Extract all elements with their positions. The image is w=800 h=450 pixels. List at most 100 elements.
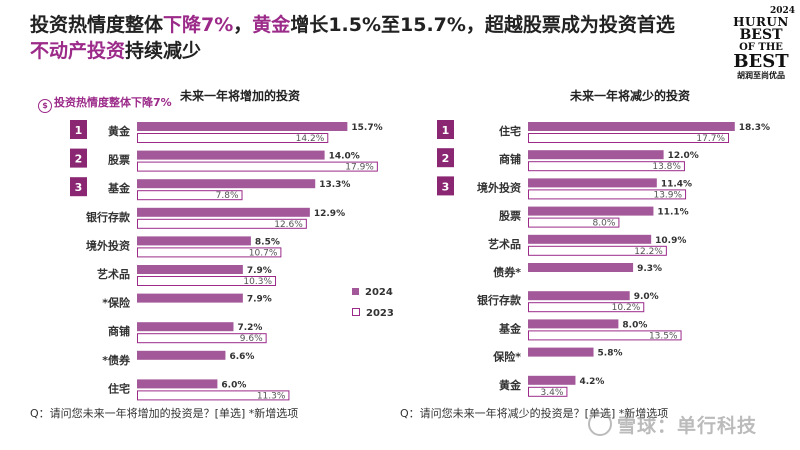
logo-cn: 胡润至尚优品 — [737, 71, 785, 80]
increase-value-2024: 12.9% — [314, 209, 345, 219]
watermark: 雪球：单行科技 — [588, 411, 757, 438]
increase-rank-badge — [70, 148, 87, 168]
decrease-value-2024: 8.0% — [622, 320, 647, 330]
increase-value-2024: 7.2% — [237, 323, 262, 333]
increase-value-2023: 10.3% — [243, 277, 272, 287]
logo-line1: HURUN — [733, 15, 789, 29]
increase-value-2024: 13.3% — [319, 180, 350, 190]
increase-category-label: 住宅 — [108, 381, 130, 395]
increase-bar-2023 — [137, 276, 277, 286]
legend-2023: 2023 — [352, 308, 394, 319]
logo-line2: BEST — [739, 27, 783, 43]
decrease-value-2023: 13.8% — [652, 162, 681, 172]
decrease-bar-2023 — [528, 217, 620, 228]
decrease-bar-2023 — [528, 189, 687, 200]
legend-2023-label: 2023 — [366, 308, 394, 319]
decrease-bar-2024 — [528, 150, 664, 160]
decrease-category-label: 境外投资 — [477, 180, 521, 194]
increase-rank-number: 3 — [75, 181, 83, 194]
decrease-chart-title: 未来一年将减少的投资 — [569, 88, 690, 103]
increase-bar-2024 — [137, 379, 218, 389]
decrease-bar-2024 — [528, 206, 654, 216]
decrease-bar-2023 — [528, 133, 730, 143]
increase-category-label: 股票 — [108, 154, 130, 167]
increase-rank-badge — [70, 177, 87, 197]
decrease-category-label: 银行存款 — [477, 293, 522, 307]
increase-value-2024: 6.0% — [221, 380, 246, 390]
increase-category-label: 商铺 — [108, 324, 130, 338]
headline-part1: 投资热情度整体 — [30, 14, 164, 36]
decrease-value-2024: 5.8% — [598, 349, 623, 359]
legend-2023-swatch — [352, 308, 360, 316]
increase-value-2023: 17.9% — [345, 163, 374, 173]
increase-value-2024: 6.6% — [229, 352, 254, 362]
decrease-rank-number: 1 — [442, 124, 450, 137]
decrease-bar-2024 — [528, 319, 619, 329]
headline-part3: ， — [233, 14, 253, 36]
logo-line4: BEST — [733, 51, 789, 72]
decrease-bar-2023 — [528, 386, 568, 397]
decrease-value-2024: 9.3% — [637, 264, 662, 274]
increase-bar-2024 — [137, 322, 234, 332]
decrease-value-2023: 8.0% — [593, 219, 616, 229]
snowball-logo-icon — [588, 412, 612, 436]
legend-2024: 2024 — [352, 287, 393, 298]
decrease-bar-2024 — [528, 178, 657, 188]
footer-left: Q：请问您未来一年将增加的投资是？[单选] *新增选项 — [30, 407, 299, 420]
decrease-value-2024: 10.9% — [655, 236, 686, 246]
increase-value-2024: 7.9% — [247, 295, 272, 305]
decrease-rank-badge — [437, 176, 454, 196]
increase-category-label: *债券 — [102, 353, 131, 367]
decrease-value-2024: 9.0% — [634, 292, 659, 302]
decrease-value-2023: 12.2% — [634, 247, 663, 257]
decrease-bar-2023 — [528, 330, 682, 341]
headline-part4: 黄金 — [252, 14, 291, 36]
increase-value-2024: 7.9% — [247, 266, 272, 276]
increase-bar-2024 — [137, 350, 226, 360]
increase-bar-2024 — [137, 265, 243, 274]
decrease-value-2023: 13.9% — [653, 190, 682, 200]
decrease-category-label: 商铺 — [499, 152, 521, 166]
subtitle-text: 投资热情度整体下降7% — [54, 96, 172, 109]
headline-part2: 下降7% — [163, 14, 234, 36]
decrease-value-2024: 11.4% — [661, 179, 692, 189]
increase-bar-2024 — [137, 150, 325, 160]
increase-value-2024: 15.7% — [351, 123, 382, 133]
decrease-category-label: 股票 — [499, 210, 521, 223]
increase-value-2023: 11.3% — [257, 391, 286, 401]
increase-rank-number: 2 — [75, 153, 83, 166]
increase-category-label: 银行存款 — [86, 210, 131, 224]
decrease-category-label: 黄金 — [499, 378, 522, 392]
increase-bar-2024 — [137, 207, 310, 217]
increase-bar-2024 — [137, 179, 316, 189]
decrease-category-label: 住宅 — [499, 124, 521, 138]
decrease-value-2023: 13.5% — [649, 331, 678, 341]
increase-value-2023: 10.7% — [249, 248, 278, 258]
increase-bar-2023 — [137, 133, 329, 143]
increase-bar-2024 — [137, 293, 243, 303]
legend-2024-label: 2024 — [365, 287, 393, 298]
decrease-bar-2024 — [528, 263, 634, 272]
decrease-bar-2024 — [528, 291, 630, 301]
increase-category-label: 艺术品 — [97, 267, 130, 281]
increase-bar-2023 — [137, 333, 267, 344]
decrease-rank-number: 3 — [442, 180, 450, 193]
headline-part7: 持续减少 — [125, 40, 202, 62]
increase-bar-2024 — [137, 236, 251, 246]
decrease-value-2024: 4.2% — [579, 377, 604, 387]
increase-value-2023: 12.6% — [274, 220, 303, 230]
increase-rank-badge — [70, 120, 87, 139]
decrease-value-2023: 3.4% — [541, 388, 564, 398]
legend-2024-swatch — [352, 288, 359, 295]
decrease-value-2023: 10.2% — [612, 303, 641, 313]
decrease-rank-badge — [437, 148, 454, 168]
increase-bar-2023 — [137, 161, 378, 172]
increase-category-label: 境外投资 — [86, 238, 130, 252]
hurun-logo: 2024 HURUN BEST OF THE BEST 胡润至尚优品 — [727, 6, 795, 80]
increase-value-2023: 14.2% — [296, 134, 325, 144]
decrease-bar-2024 — [528, 347, 594, 357]
decrease-value-2024: 11.1% — [657, 208, 688, 218]
decrease-rank-badge — [437, 120, 454, 139]
dollar-cycle-icon: $ — [38, 99, 52, 113]
decrease-bar-2024 — [528, 234, 652, 244]
